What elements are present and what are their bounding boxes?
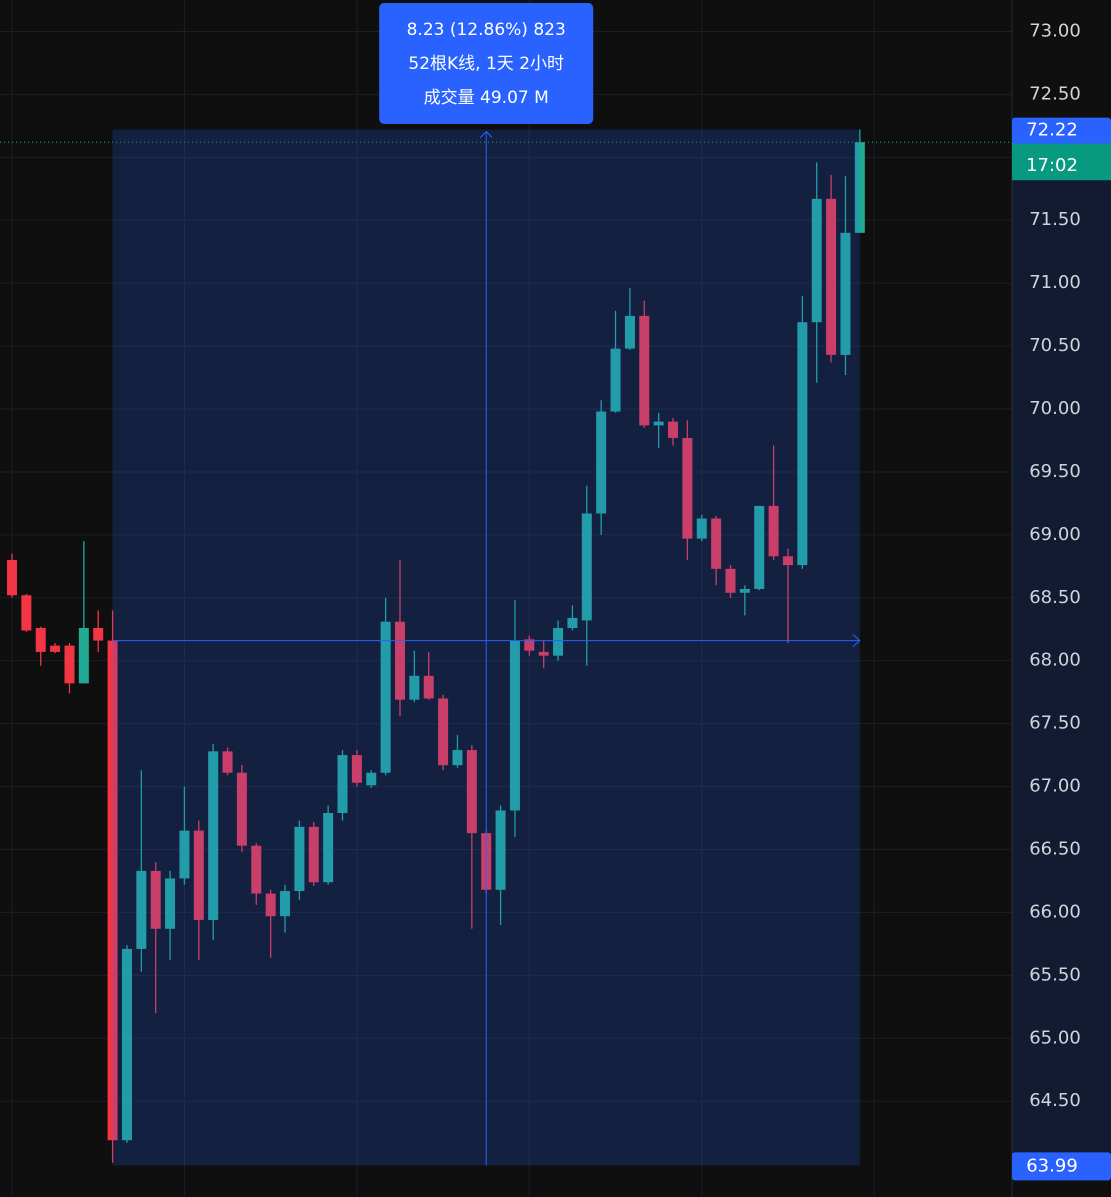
candle-body (596, 411, 607, 514)
y-tick-label: 71.50 (1029, 209, 1081, 230)
y-tick-label: 64.50 (1029, 1090, 1081, 1111)
candle-body (351, 755, 362, 783)
y-tick-label: 73.00 (1029, 20, 1081, 41)
price-axis (1012, 0, 1111, 1197)
low-label (1012, 1152, 1111, 1181)
candle-body (294, 826, 305, 892)
candle-body (452, 750, 463, 766)
y-tick-label: 69.00 (1029, 524, 1081, 545)
candle-body (553, 627, 564, 656)
high-label (1012, 117, 1111, 144)
candle-body (826, 198, 837, 355)
candle-body (222, 751, 233, 773)
candle-body (610, 348, 621, 412)
candle-body (581, 513, 592, 621)
tooltip-line: 成交量 49.07 M (424, 88, 549, 108)
low-value: 63.99 (1026, 1155, 1078, 1176)
candle-body (93, 627, 104, 641)
y-tick-label: 70.50 (1029, 335, 1081, 356)
candle-body (438, 698, 449, 766)
candle-body (739, 588, 750, 593)
candle-body (696, 518, 707, 539)
arrow-head (852, 634, 861, 647)
candle-body (840, 232, 851, 355)
candle-body (21, 595, 32, 631)
candle-body (409, 675, 420, 700)
candle-body (639, 315, 650, 426)
y-tick-label: 65.00 (1029, 1027, 1081, 1048)
candle-body (280, 891, 291, 917)
candle-body (394, 621, 405, 700)
candle-body (251, 845, 262, 894)
candle-body (466, 750, 477, 834)
tooltip-line: 8.23 (12.86%) 823 (407, 20, 566, 40)
y-tick-label: 65.50 (1029, 964, 1081, 985)
candle-body (64, 645, 75, 684)
y-tick-label: 66.50 (1029, 838, 1081, 859)
candle-body (366, 772, 377, 786)
candle-body (782, 556, 793, 566)
y-tick-label: 68.50 (1029, 587, 1081, 608)
candle-body (193, 830, 204, 920)
candle-body (668, 421, 679, 438)
arrow-head (479, 130, 493, 138)
candle-body (768, 505, 779, 557)
candle-body (308, 826, 319, 883)
candle-body (121, 948, 132, 1141)
candle-body (725, 568, 736, 593)
candle-body (624, 315, 635, 349)
candle-body (380, 621, 391, 773)
candle-body (682, 437, 693, 539)
y-tick-label: 70.00 (1029, 398, 1081, 419)
candle-body (524, 639, 535, 651)
countdown: 17:02 (1026, 155, 1078, 176)
candle-body (854, 142, 865, 233)
high-value: 72.22 (1026, 120, 1078, 141)
candle-body (208, 751, 219, 920)
y-tick-label: 67.50 (1029, 713, 1081, 734)
candle-body (150, 870, 161, 929)
candle-body (797, 322, 808, 566)
y-tick-label: 69.50 (1029, 461, 1081, 482)
candle-body (337, 755, 348, 813)
candle-body (509, 640, 520, 811)
measure-axis-band (1012, 129, 1111, 1166)
candle-body (423, 675, 434, 699)
tooltip-line: 52根K线, 1天 2小时 (408, 54, 564, 74)
y-tick-label: 67.00 (1029, 776, 1081, 797)
candle-body (78, 627, 89, 684)
y-tick-label: 68.00 (1029, 650, 1081, 671)
candle-body (265, 893, 276, 917)
candle-body (50, 645, 61, 652)
candle-body (653, 421, 664, 426)
y-tick-label: 72.50 (1029, 83, 1081, 104)
candle-body (754, 505, 765, 589)
candle-body (811, 198, 822, 323)
candle-body (7, 560, 17, 596)
candle-body (495, 810, 506, 890)
y-tick-label: 71.00 (1029, 272, 1081, 293)
y-tick-label: 66.00 (1029, 901, 1081, 922)
candle-body (567, 617, 578, 628)
candle-body (236, 772, 247, 846)
candle-body (107, 640, 118, 1141)
candle-body (136, 870, 147, 949)
candle-body (179, 830, 190, 879)
candle-body (165, 878, 176, 929)
candle-body (538, 651, 549, 656)
candle-body (35, 627, 46, 652)
candle-body (711, 518, 722, 569)
countdown-label (1012, 138, 1111, 181)
measure-tooltip (379, 3, 594, 124)
candle-body (323, 812, 334, 883)
